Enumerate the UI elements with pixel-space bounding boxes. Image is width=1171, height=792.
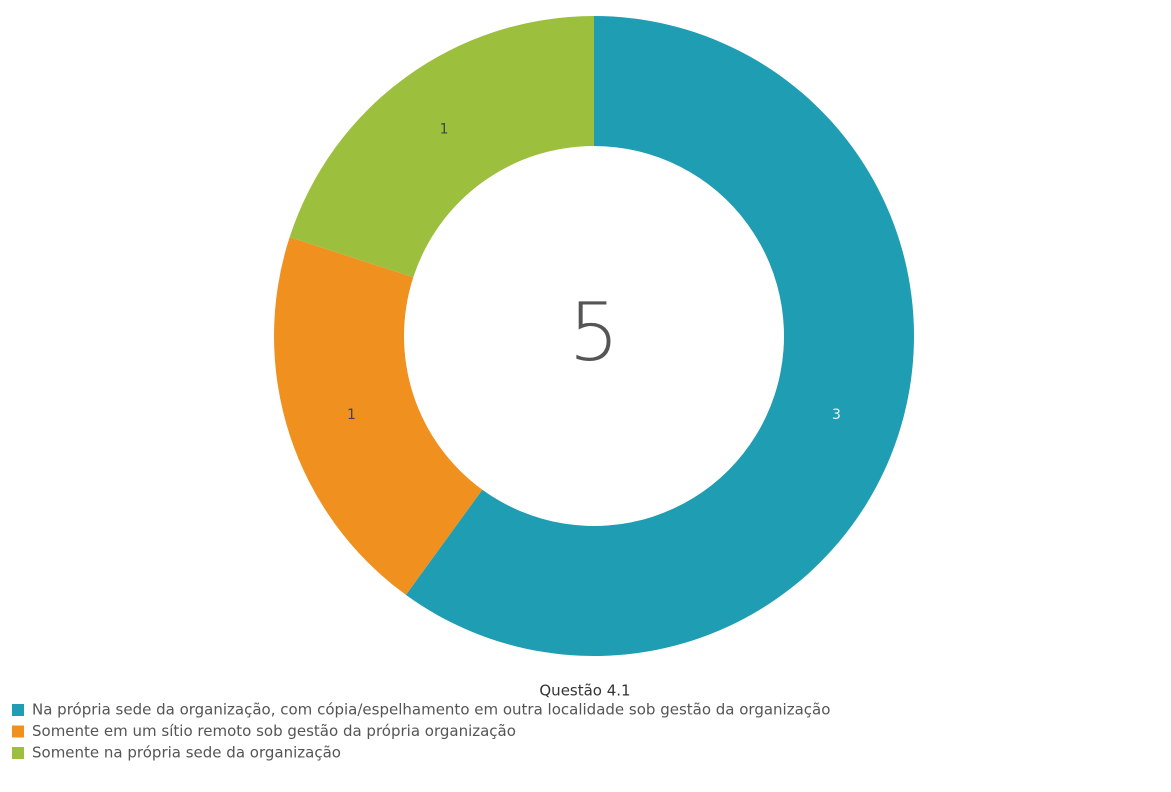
data-label: 1 bbox=[347, 407, 356, 423]
donut-slice bbox=[289, 16, 594, 278]
legend-swatch bbox=[12, 725, 24, 738]
legend-swatch bbox=[12, 747, 24, 759]
legend-label: Na própria sede da organização, com cópi… bbox=[32, 701, 830, 719]
data-label: 1 bbox=[440, 122, 449, 138]
legend-label: Somente na própria sede da organização bbox=[32, 744, 341, 762]
donut-slice bbox=[274, 237, 483, 595]
legend-title: Questão 4.1 bbox=[539, 682, 630, 700]
data-label: 3 bbox=[832, 407, 841, 423]
legend-swatch bbox=[12, 704, 24, 716]
donut-slice bbox=[405, 16, 914, 656]
center-total: 5 bbox=[569, 286, 620, 379]
legend-label: Somente em um sítio remoto sob gestão da… bbox=[32, 722, 516, 740]
